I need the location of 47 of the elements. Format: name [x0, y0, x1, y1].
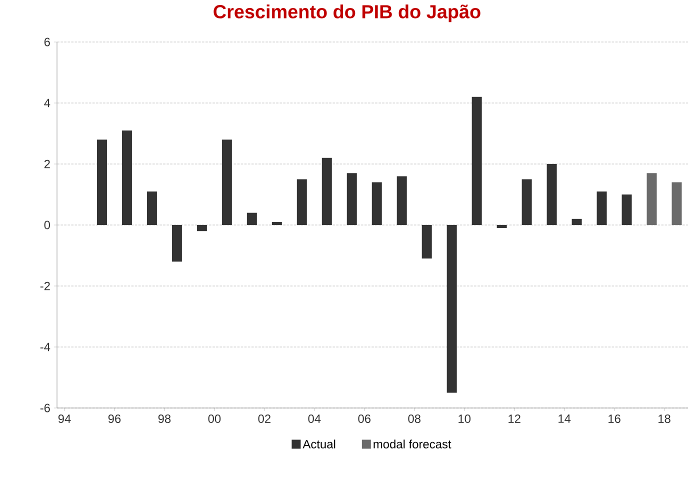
bar	[672, 182, 682, 225]
x-tick-label: 14	[558, 414, 571, 423]
bar	[422, 225, 432, 259]
y-tick-label: 6	[44, 38, 50, 46]
bar	[596, 191, 607, 225]
bar	[296, 179, 307, 225]
bar	[372, 182, 382, 225]
bar	[322, 158, 332, 225]
bar	[246, 212, 257, 225]
bar	[346, 173, 357, 225]
bar	[622, 194, 632, 225]
bar	[522, 179, 532, 225]
y-tick-label: 2	[44, 160, 50, 168]
x-tick-label: 16	[608, 414, 620, 423]
chart-title: Crescimento do PIB do Japão	[214, 4, 480, 22]
x-tick-label: 12	[508, 414, 520, 423]
y-tick-label: -4	[40, 342, 50, 352]
bar	[396, 176, 407, 225]
x-tick-label: 02	[258, 414, 270, 423]
x-tick-label: 96	[108, 414, 121, 423]
bar	[472, 96, 482, 225]
x-tick-label: 04	[308, 414, 321, 423]
x-tick-label: 18	[658, 414, 670, 423]
x-tick-label: 08	[408, 414, 420, 423]
bar	[222, 140, 232, 225]
x-tick-label: 06	[358, 414, 371, 423]
x-tick-label: 98	[158, 414, 171, 423]
y-tick-label: 4	[44, 98, 50, 108]
bar	[446, 225, 457, 393]
y-tick-label: 0	[44, 220, 50, 230]
bar	[572, 218, 582, 225]
bar	[96, 140, 107, 225]
y-tick-label: -2	[40, 282, 50, 290]
legend-label: Actual	[302, 440, 336, 448]
legend-label: modal forecast	[374, 440, 452, 448]
x-tick-label: 94	[58, 414, 71, 423]
bar	[122, 130, 132, 225]
bar	[172, 225, 182, 262]
x-tick-label: 10	[458, 414, 471, 423]
bar	[646, 173, 657, 225]
x-tick-label: 00	[208, 414, 221, 423]
bar	[496, 225, 507, 228]
y-tick-label: -6	[40, 404, 50, 412]
bar	[272, 222, 282, 225]
bar	[146, 191, 157, 225]
bar	[546, 164, 557, 225]
bar	[196, 225, 207, 232]
